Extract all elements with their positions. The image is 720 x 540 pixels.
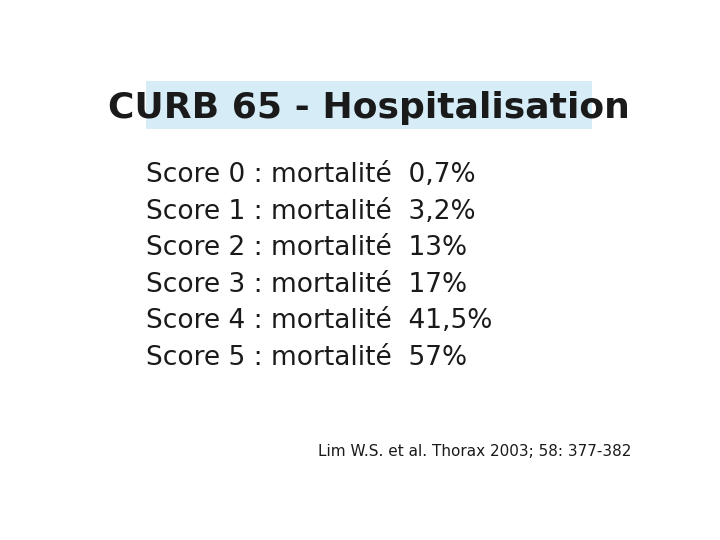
Text: Score 3 : mortalité  17%: Score 3 : mortalité 17%: [145, 272, 467, 298]
Text: Lim W.S. et al. Thorax 2003; 58: 377-382: Lim W.S. et al. Thorax 2003; 58: 377-382: [318, 444, 631, 459]
Text: Score 5 : mortalité  57%: Score 5 : mortalité 57%: [145, 345, 467, 371]
FancyBboxPatch shape: [145, 82, 593, 129]
Text: Score 2 : mortalité  13%: Score 2 : mortalité 13%: [145, 235, 467, 261]
Text: Score 0 : mortalité  0,7%: Score 0 : mortalité 0,7%: [145, 162, 475, 188]
Text: CURB 65 - Hospitalisation: CURB 65 - Hospitalisation: [108, 91, 630, 125]
Text: Score 1 : mortalité  3,2%: Score 1 : mortalité 3,2%: [145, 199, 475, 225]
Text: Score 4 : mortalité  41,5%: Score 4 : mortalité 41,5%: [145, 308, 492, 334]
